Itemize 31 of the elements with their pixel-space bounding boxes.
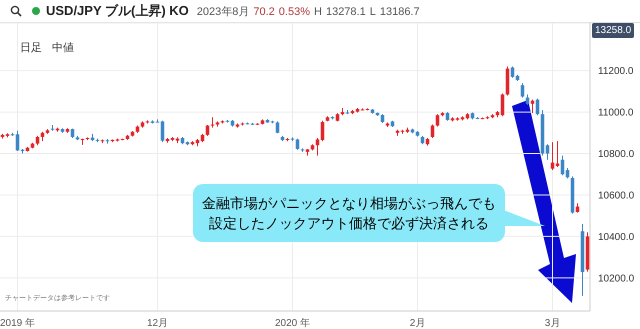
candlestick: [206, 124, 210, 136]
candlestick: [526, 94, 530, 106]
candlestick: [436, 114, 440, 128]
x-tick-label: 3月: [544, 318, 560, 329]
x-tick-label: 2月: [410, 318, 426, 329]
annotation: 設定したノックアウト価格で必ず決済される: [208, 214, 490, 233]
y-tick-label: 11200.0: [598, 66, 634, 78]
chart-subtitle: 2023年8月 70.2 0.53% H 13278.1 L 13186.7: [196, 6, 420, 18]
y-tick-label: 10200.0: [598, 273, 635, 284]
annotation: 金融市場がパニックとなり相場がぶっ飛んでも: [201, 194, 497, 213]
chart-title: USD/JPY ブル(上昇) KO: [46, 2, 189, 20]
annotation: 中値: [52, 41, 74, 55]
y-tick-label: 11000.0: [598, 108, 634, 119]
candlestick: [210, 116, 214, 128]
candlestick: [520, 82, 524, 98]
x-tick-label: 12月: [146, 318, 168, 329]
annotation: 日足: [20, 41, 42, 55]
candlestick: [530, 99, 534, 114]
y-tick-label: 10800.0: [598, 149, 635, 160]
x-tick-label: 2019 年: [0, 317, 36, 329]
candlestick: [536, 98, 540, 116]
candlestick: [70, 128, 74, 138]
candlestick: [430, 124, 434, 138]
y-tick-label: 10400.0: [598, 232, 635, 243]
candlestick: [296, 138, 300, 150]
text: 13258.0: [592, 23, 634, 38]
candlestick: [40, 131, 44, 142]
candlestick: [36, 135, 40, 146]
candlestick: [576, 202, 580, 214]
y-tick-label: 10600.0: [598, 190, 635, 202]
x-tick-label: 2020 年: [274, 317, 310, 329]
